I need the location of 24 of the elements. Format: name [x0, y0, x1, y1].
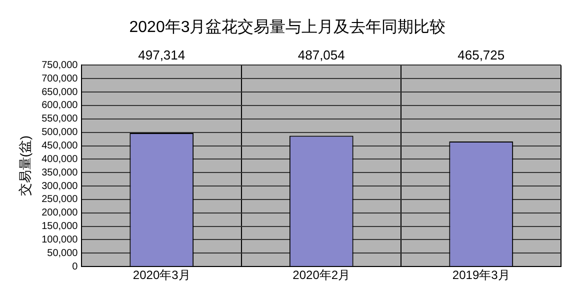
- x-tick-label: 2020年2月: [292, 268, 350, 282]
- chart-title: 2020年3月盆花交易量与上月及去年同期比较: [129, 18, 446, 36]
- y-tick-label: 450,000: [42, 140, 78, 152]
- y-tick-label: 700,000: [42, 73, 78, 84]
- x-tick-label: 2019年3月: [452, 268, 510, 282]
- y-tick-label: 750,000: [42, 60, 78, 71]
- y-tick-label: 650,000: [42, 86, 78, 98]
- y-tick-label: 500,000: [42, 127, 78, 138]
- text: 497,314: [138, 47, 186, 62]
- text: 487,054: [298, 47, 345, 62]
- x-tick-label: 2020年3月: [132, 268, 190, 282]
- y-tick-label: 600,000: [42, 100, 78, 112]
- y-tick-label: 0: [72, 261, 78, 272]
- y-tick-label: 550,000: [42, 114, 78, 125]
- y-tick-label: 300,000: [42, 180, 78, 192]
- y-tick-label: 250,000: [42, 194, 78, 206]
- y-tick-label: 100,000: [42, 234, 78, 246]
- y-tick-label: 50,000: [47, 248, 78, 259]
- y-tick-label: 150,000: [42, 221, 78, 232]
- y-tick-label: 200,000: [42, 208, 78, 219]
- y-axis-title: 交易量(盆): [17, 136, 32, 196]
- text: 465,725: [458, 47, 505, 62]
- y-tick-label: 350,000: [42, 167, 78, 178]
- y-tick-label: 400,000: [42, 154, 78, 165]
